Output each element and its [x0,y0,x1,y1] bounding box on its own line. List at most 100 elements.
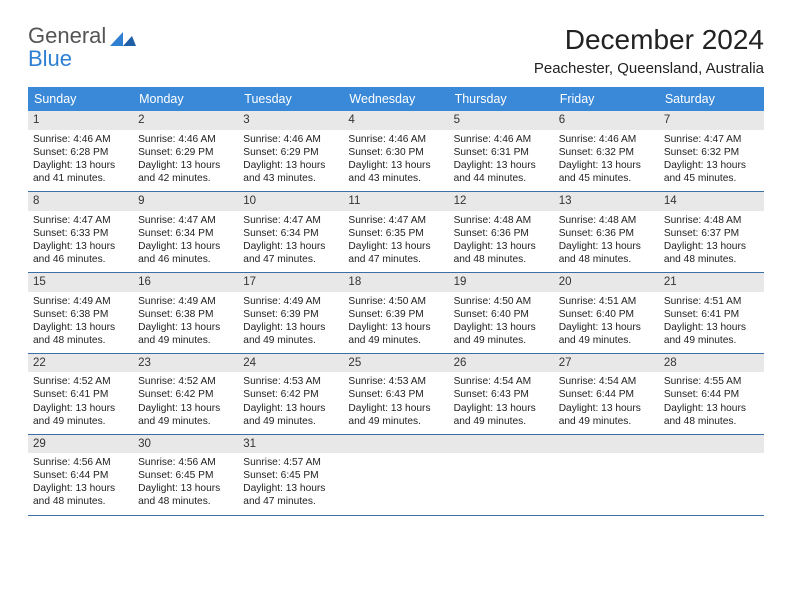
day-cell: 12Sunrise: 4:48 AMSunset: 6:36 PMDayligh… [449,192,554,272]
daylight-text: Daylight: 13 hours and 48 minutes. [664,240,759,266]
sunrise-text: Sunrise: 4:48 AM [664,214,759,227]
day-cell [659,435,764,515]
daylight-text: Daylight: 13 hours and 47 minutes. [348,240,443,266]
sunrise-text: Sunrise: 4:51 AM [664,295,759,308]
sunset-text: Sunset: 6:34 PM [243,227,338,240]
daylight-text: Daylight: 13 hours and 49 minutes. [664,321,759,347]
sunrise-text: Sunrise: 4:49 AM [243,295,338,308]
day-cell: 16Sunrise: 4:49 AMSunset: 6:38 PMDayligh… [133,273,238,353]
sunrise-text: Sunrise: 4:47 AM [33,214,128,227]
week-row: 29Sunrise: 4:56 AMSunset: 6:44 PMDayligh… [28,435,764,516]
sunrise-text: Sunrise: 4:52 AM [138,375,233,388]
day-header-row: SundayMondayTuesdayWednesdayThursdayFrid… [28,87,764,111]
day-cell: 20 Sunrise: 4:51 AMSunset: 6:40 PMDayligh… [554,273,659,353]
day-number: 4 [343,111,448,130]
sunrise-text: Sunrise: 4:51 AM [559,295,654,308]
sunset-text: Sunset: 6:43 PM [454,388,549,401]
sunset-text: Sunset: 6:34 PM [138,227,233,240]
day-cell: 25Sunrise: 4:53 AMSunset: 6:43 PMDayligh… [343,354,448,434]
day-cell: 17Sunrise: 4:49 AMSunset: 6:39 PMDayligh… [238,273,343,353]
day-number: 15 [28,273,133,292]
sunset-text: Sunset: 6:38 PM [138,308,233,321]
day-header-thursday: Thursday [449,87,554,111]
week-row: 22Sunrise: 4:52 AMSunset: 6:41 PMDayligh… [28,354,764,435]
sunrise-text: Sunrise: 4:48 AM [454,214,549,227]
day-cell: 21Sunrise: 4:51 AMSunset: 6:41 PMDayligh… [659,273,764,353]
daylight-text: Daylight: 13 hours and 49 minutes. [559,321,654,347]
daylight-text: Daylight: 13 hours and 48 minutes. [664,402,759,428]
day-cell: 26Sunrise: 4:54 AMSunset: 6:43 PMDayligh… [449,354,554,434]
sunset-text: Sunset: 6:41 PM [33,388,128,401]
sunset-text: Sunset: 6:37 PM [664,227,759,240]
month-title: December 2024 [534,24,764,56]
day-cell: 14Sunrise: 4:48 AMSunset: 6:37 PMDayligh… [659,192,764,272]
day-number: 25 [343,354,448,373]
day-cell: 29Sunrise: 4:56 AMSunset: 6:44 PMDayligh… [28,435,133,515]
day-number: 11 [343,192,448,211]
day-number: 18 [343,273,448,292]
day-number: 2 [133,111,238,130]
sunset-text: Sunset: 6:32 PM [664,146,759,159]
day-cell: 11 Sunrise: 4:47 AMSunset: 6:35 PMDayligh… [343,192,448,272]
daylight-text: Daylight: 13 hours and 49 minutes. [138,402,233,428]
day-cell: 24Sunrise: 4:53 AMSunset: 6:42 PMDayligh… [238,354,343,434]
sunset-text: Sunset: 6:35 PM [348,227,443,240]
logo-line1: General [28,23,106,48]
week-row: 1Sunrise: 4:46 AMSunset: 6:28 PMDaylight… [28,111,764,192]
day-number-empty [343,435,448,454]
sunset-text: Sunset: 6:45 PM [243,469,338,482]
week-row: 8Sunrise: 4:47 AMSunset: 6:33 PMDaylight… [28,192,764,273]
daylight-text: Daylight: 13 hours and 47 minutes. [243,482,338,508]
day-cell: 1Sunrise: 4:46 AMSunset: 6:28 PMDaylight… [28,111,133,191]
day-cell: 22Sunrise: 4:52 AMSunset: 6:41 PMDayligh… [28,354,133,434]
day-number-empty [554,435,659,454]
sunrise-text: Sunrise: 4:56 AM [33,456,128,469]
sunrise-text: Sunrise: 4:56 AM [138,456,233,469]
sunrise-text: Sunrise: 4:52 AM [33,375,128,388]
day-number: 16 [133,273,238,292]
daylight-text: Daylight: 13 hours and 49 minutes. [348,402,443,428]
day-number: 5 [449,111,554,130]
week-row: 15Sunrise: 4:49 AMSunset: 6:38 PMDayligh… [28,273,764,354]
daylight-text: Daylight: 13 hours and 48 minutes. [33,321,128,347]
header: General Blue December 2024 Peachester, Q… [28,24,764,77]
daylight-text: Daylight: 13 hours and 49 minutes. [454,321,549,347]
day-cell: 7Sunrise: 4:47 AMSunset: 6:32 PMDaylight… [659,111,764,191]
sunrise-text: Sunrise: 4:57 AM [243,456,338,469]
day-cell: 13Sunrise: 4:48 AMSunset: 6:36 PMDayligh… [554,192,659,272]
daylight-text: Daylight: 13 hours and 43 minutes. [243,159,338,185]
sunrise-text: Sunrise: 4:47 AM [243,214,338,227]
day-number: 20 [554,273,659,292]
sunrise-text: Sunrise: 4:53 AM [348,375,443,388]
sunset-text: Sunset: 6:32 PM [559,146,654,159]
daylight-text: Daylight: 13 hours and 43 minutes. [348,159,443,185]
sunset-text: Sunset: 6:30 PM [348,146,443,159]
sunset-text: Sunset: 6:42 PM [138,388,233,401]
sunset-text: Sunset: 6:40 PM [559,308,654,321]
sunrise-text: Sunrise: 4:54 AM [559,375,654,388]
sunrise-text: Sunrise: 4:46 AM [348,133,443,146]
day-number: 17 [238,273,343,292]
day-number: 28 [659,354,764,373]
daylight-text: Daylight: 13 hours and 41 minutes. [33,159,128,185]
sunrise-text: Sunrise: 4:47 AM [348,214,443,227]
title-block: December 2024 Peachester, Queensland, Au… [534,24,764,77]
day-cell: 19Sunrise: 4:50 AMSunset: 6:40 PMDayligh… [449,273,554,353]
sunrise-text: Sunrise: 4:55 AM [664,375,759,388]
daylight-text: Daylight: 13 hours and 45 minutes. [664,159,759,185]
day-number: 26 [449,354,554,373]
day-number: 3 [238,111,343,130]
sunset-text: Sunset: 6:36 PM [454,227,549,240]
logo-mark-icon [110,28,136,50]
day-number: 27 [554,354,659,373]
day-cell: 27Sunrise: 4:54 AMSunset: 6:44 PMDayligh… [554,354,659,434]
daylight-text: Daylight: 13 hours and 46 minutes. [138,240,233,266]
sunrise-text: Sunrise: 4:47 AM [138,214,233,227]
day-number: 31 [238,435,343,454]
sunset-text: Sunset: 6:39 PM [243,308,338,321]
day-number-empty [659,435,764,454]
day-number: 30 [133,435,238,454]
day-header-sunday: Sunday [28,87,133,111]
sunrise-text: Sunrise: 4:49 AM [138,295,233,308]
sunset-text: Sunset: 6:38 PM [33,308,128,321]
